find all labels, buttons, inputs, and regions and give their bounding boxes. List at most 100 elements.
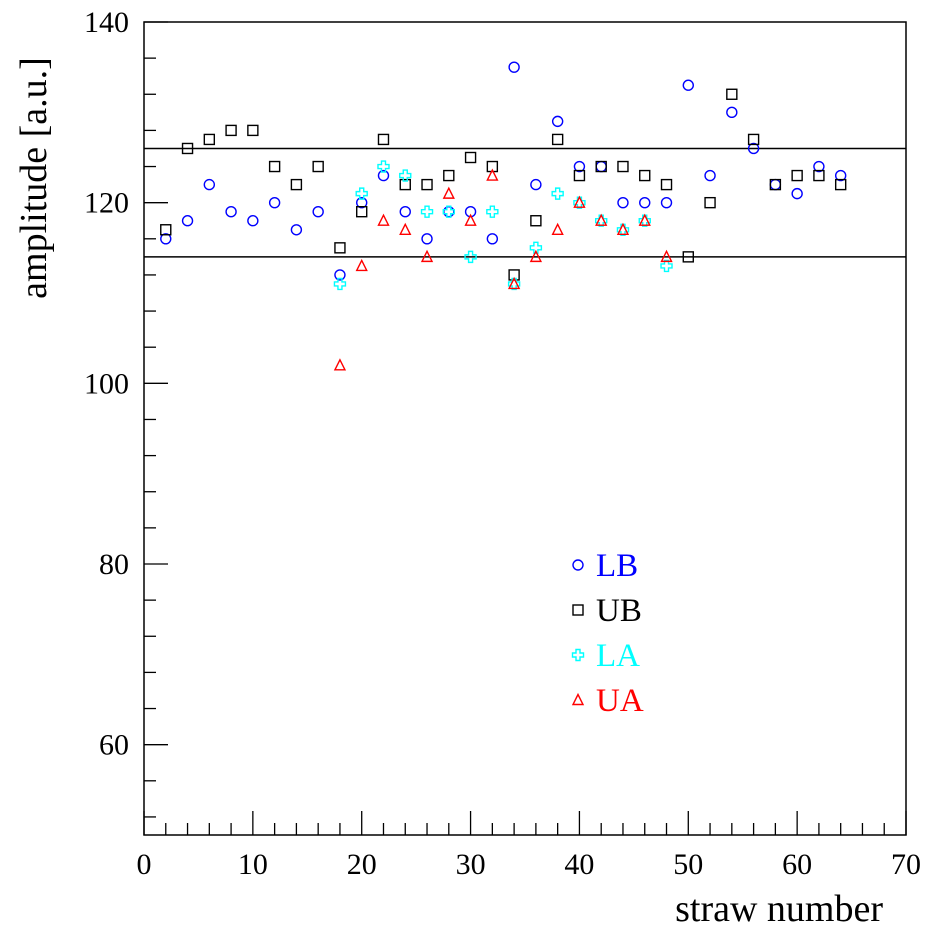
point-LB — [530, 178, 542, 191]
point-LA — [442, 205, 455, 218]
point-LB — [769, 178, 782, 191]
legend-label-LB: LB — [596, 548, 638, 584]
point-LA — [399, 169, 412, 182]
point-UA — [333, 358, 347, 371]
point-LB — [290, 224, 303, 236]
point-LB — [443, 205, 455, 218]
point-LA — [377, 160, 390, 173]
point-UA — [399, 222, 412, 235]
point-UB — [573, 169, 586, 182]
plot-frame — [143, 21, 907, 836]
point-LB — [551, 115, 564, 128]
series-UA — [333, 168, 673, 371]
point-UB — [682, 251, 694, 263]
point-UB — [530, 215, 542, 227]
point-UA — [551, 222, 564, 235]
point-LB — [726, 106, 738, 119]
point-UB — [225, 124, 237, 137]
point-LB — [181, 215, 194, 227]
legend-marker-LA — [571, 648, 585, 662]
point-LB — [334, 269, 346, 281]
point-LB — [225, 205, 237, 218]
point-LB — [508, 61, 520, 73]
y-axis: 60 80 100 120 140 — [84, 6, 168, 818]
point-UB — [813, 169, 825, 182]
point-LB — [660, 196, 673, 209]
point-UA — [464, 213, 477, 226]
legend-marker-UB — [572, 604, 584, 616]
point-UA — [660, 249, 673, 263]
point-UB — [160, 224, 172, 236]
legend-label-LA: LA — [596, 638, 640, 674]
point-UB — [334, 242, 346, 254]
legend-marker-UA — [571, 692, 585, 706]
point-LA — [420, 205, 434, 218]
point-UB — [377, 133, 390, 146]
point-UB — [421, 178, 433, 191]
point-UB — [203, 133, 216, 146]
point-LB — [421, 233, 433, 245]
point-UB — [834, 178, 847, 191]
y-tick-label: 80 — [99, 548, 129, 581]
x-tick-label: 70 — [891, 848, 921, 881]
point-LB — [791, 187, 803, 200]
x-tick-label: 10 — [238, 848, 268, 881]
x-tick-label: 50 — [673, 848, 703, 881]
point-UA — [486, 168, 499, 181]
point-UB — [356, 205, 368, 218]
y-axis-title: amplitude [a.u.] — [13, 57, 55, 299]
point-UA — [355, 258, 368, 272]
legend-marker-LB — [572, 559, 584, 571]
point-UA — [377, 213, 390, 226]
data-markers — [160, 61, 847, 371]
point-LB — [834, 169, 847, 182]
point-UB — [464, 151, 477, 164]
point-LB — [247, 215, 259, 227]
point-LA — [529, 241, 543, 255]
point-LA — [486, 205, 499, 218]
point-LA — [660, 259, 673, 273]
reference-lines — [144, 147, 906, 258]
point-UB — [660, 178, 673, 191]
y-tick-label: 100 — [84, 367, 129, 400]
point-UB — [769, 178, 782, 191]
x-tick-label: 40 — [564, 848, 594, 881]
point-UB — [443, 169, 455, 182]
point-UA — [507, 276, 521, 290]
point-UB — [399, 178, 411, 191]
point-LB — [399, 205, 411, 218]
point-LB — [312, 205, 324, 218]
y-tick-label: 60 — [99, 729, 129, 762]
x-tick-label: 20 — [347, 848, 377, 881]
point-UA — [638, 213, 651, 226]
point-LA — [551, 187, 564, 200]
point-LB — [573, 160, 586, 173]
point-UB — [639, 169, 651, 182]
point-LB — [268, 196, 281, 209]
point-UB — [791, 169, 803, 182]
point-LB — [356, 196, 368, 209]
point-UB — [247, 124, 259, 137]
point-UB — [181, 142, 194, 155]
x-tick-label: 60 — [782, 848, 812, 881]
point-UA — [442, 186, 455, 199]
point-UB — [747, 133, 760, 146]
point-UA — [573, 195, 586, 208]
x-axis-title: straw number — [675, 888, 883, 930]
y-tick-label: 140 — [84, 6, 129, 39]
point-LB — [617, 196, 629, 209]
series-LB — [160, 61, 847, 281]
point-LB — [203, 178, 216, 191]
point-LB — [595, 160, 607, 173]
point-LA — [333, 277, 347, 291]
point-UB — [268, 160, 281, 173]
legend-label-UB: UB — [596, 593, 642, 629]
point-UA — [420, 249, 434, 263]
point-LA — [355, 187, 368, 200]
x-tick-label: 0 — [137, 848, 152, 881]
point-LB — [813, 160, 825, 173]
legend-label-UA: UA — [596, 683, 644, 719]
point-LB — [160, 233, 172, 245]
y-tick-label: 120 — [84, 187, 129, 220]
x-axis: 0 10 20 30 40 50 60 70 — [137, 811, 921, 881]
